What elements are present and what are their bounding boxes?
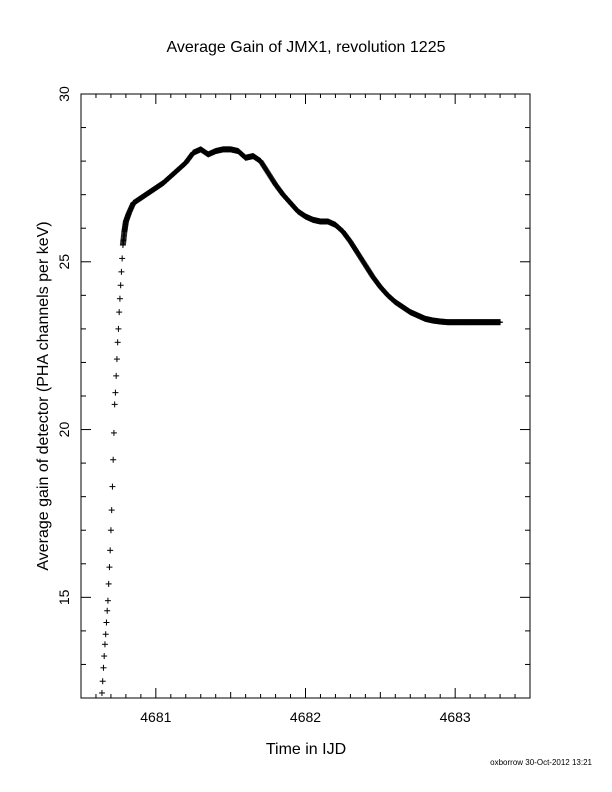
x-axis-label: Time in IJD	[266, 741, 346, 758]
data-point	[118, 268, 125, 275]
data-point	[98, 689, 105, 696]
footer-credit: oxborrow 30-Oct-2012 13:21	[490, 758, 592, 767]
data-point	[116, 309, 123, 316]
data-point	[497, 319, 504, 326]
y-axis-label: Average gain of detector (PHA channels p…	[35, 221, 52, 570]
data-point	[107, 527, 114, 534]
data-point	[105, 580, 112, 587]
data-point	[101, 653, 108, 660]
data-points	[98, 146, 504, 696]
data-point	[104, 607, 111, 614]
data-point	[106, 564, 113, 571]
y-tick-label: 30	[56, 86, 72, 102]
data-point	[101, 641, 108, 648]
data-point	[107, 547, 114, 554]
x-tick-label: 4682	[290, 709, 321, 725]
data-point	[111, 401, 118, 408]
data-point	[109, 483, 116, 490]
data-point	[116, 295, 123, 302]
x-tick-label: 4681	[140, 709, 171, 725]
data-point	[110, 429, 117, 436]
y-tick-label: 15	[56, 589, 72, 605]
plot-frame	[80, 93, 531, 699]
data-point	[114, 339, 121, 346]
chart-title: Average Gain of JMX1, revolution 1225	[167, 39, 446, 56]
data-point	[104, 597, 111, 604]
data-point	[99, 678, 106, 685]
data-point	[100, 664, 107, 671]
data-point	[110, 456, 117, 463]
data-point	[119, 255, 126, 262]
data-point	[117, 282, 124, 289]
data-point	[113, 372, 120, 379]
data-point	[112, 389, 119, 396]
x-tick-label: 4683	[440, 709, 471, 725]
y-tick-label: 20	[56, 422, 72, 438]
data-point	[115, 325, 122, 332]
axis-ticks: 4681 4682 4683 15 20 25 30	[56, 86, 531, 725]
data-point	[108, 507, 115, 514]
data-point	[102, 631, 109, 638]
data-point	[103, 619, 110, 626]
data-point	[113, 356, 120, 363]
y-tick-label: 25	[56, 254, 72, 270]
